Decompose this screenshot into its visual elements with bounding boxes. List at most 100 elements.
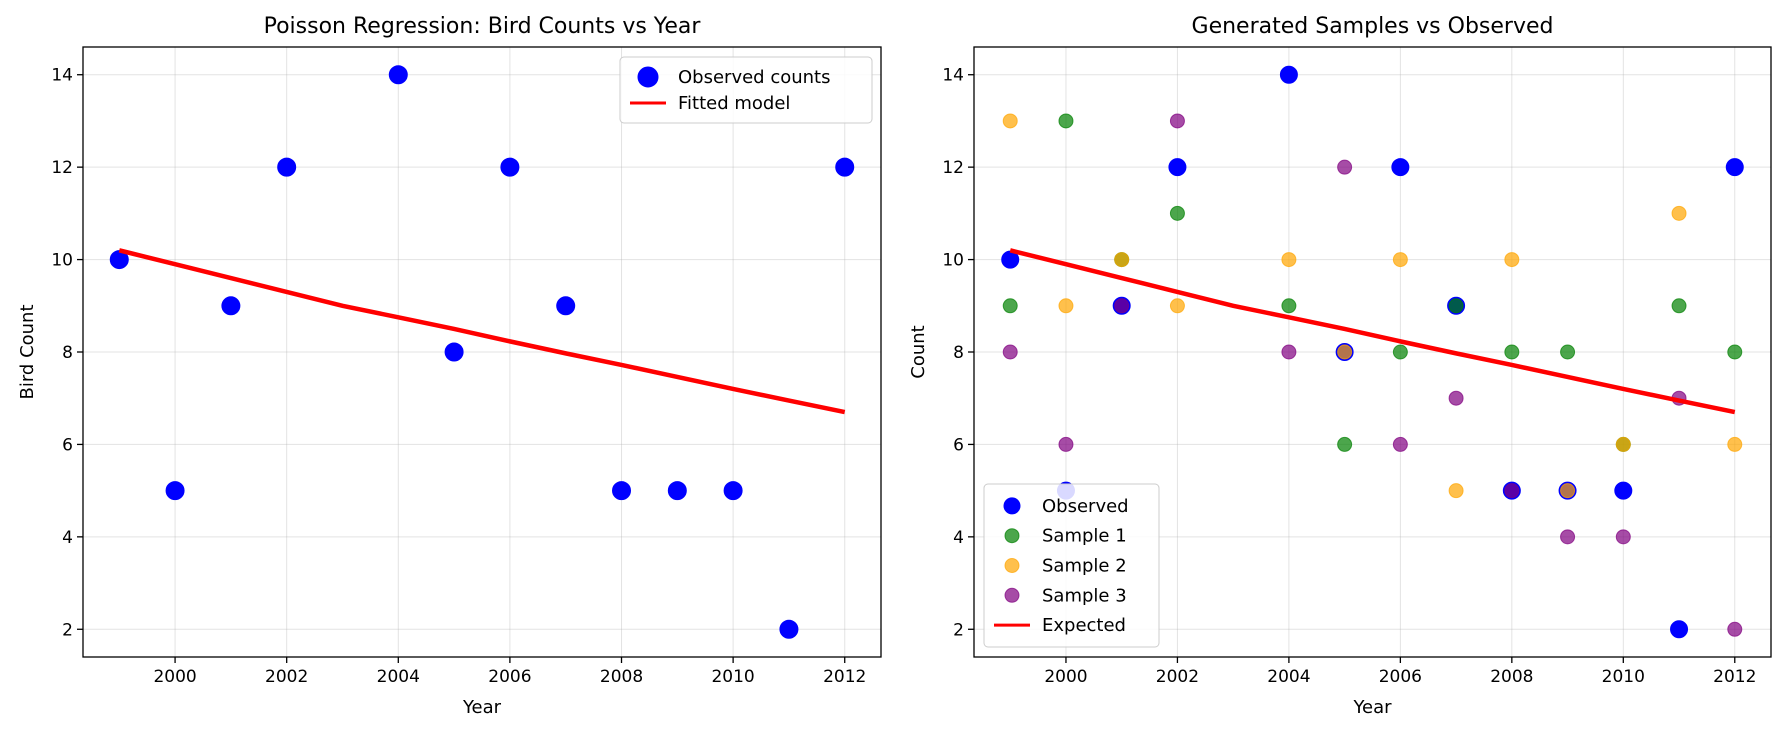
plot-area <box>109 65 855 639</box>
series-sample-3 <box>1002 113 1743 637</box>
series-line <box>118 248 846 415</box>
data-point <box>444 342 464 362</box>
x-tick-label: 2004 <box>1267 667 1310 687</box>
data-point <box>1504 483 1520 499</box>
data-point <box>556 296 576 316</box>
data-point <box>1114 252 1130 268</box>
x-tick-label: 2012 <box>1713 667 1756 687</box>
data-point <box>1168 158 1187 177</box>
legend-marker-swatch <box>1004 558 1020 573</box>
x-tick-label: 2008 <box>600 667 643 687</box>
series-sample-2 <box>1002 113 1743 499</box>
data-point <box>1169 298 1185 314</box>
data-point <box>1504 252 1520 268</box>
legend-item: Observed <box>1003 496 1129 517</box>
data-point <box>723 481 743 501</box>
series-expected <box>1009 248 1736 415</box>
x-tick-label: 2008 <box>1490 667 1533 687</box>
x-tick-label: 2006 <box>1379 667 1422 687</box>
data-point <box>1058 436 1074 452</box>
y-tick-label: 12 <box>942 158 964 178</box>
legend-marker-swatch <box>1003 497 1021 515</box>
x-tick-label: 2010 <box>711 667 754 687</box>
y-axis-label: Bird Count <box>17 304 38 399</box>
data-point <box>1615 436 1631 452</box>
legend-box <box>619 56 873 124</box>
legend-item: Sample 2 <box>1004 556 1127 577</box>
data-point <box>388 65 408 85</box>
data-point <box>1615 529 1631 545</box>
data-point <box>500 157 520 177</box>
legend-marker-swatch <box>1004 528 1020 544</box>
data-point <box>1279 65 1298 84</box>
data-point <box>612 481 632 501</box>
y-tick-label: 14 <box>51 66 73 86</box>
data-point <box>1002 344 1018 360</box>
legend-item: Fitted model <box>630 93 790 114</box>
data-point <box>1337 344 1353 360</box>
legend-box <box>983 483 1160 648</box>
x-tick-label: 2006 <box>488 667 531 687</box>
data-point <box>1670 620 1689 639</box>
data-point <box>667 481 687 501</box>
data-point <box>1391 158 1410 177</box>
legend: Observed Sample 1 Sample 2 Sample 3 Expected <box>983 483 1160 648</box>
legend-label: Fitted model <box>678 93 790 114</box>
legend-item: Sample 3 <box>1004 585 1127 606</box>
y-tick-label: 8 <box>62 343 73 363</box>
data-point <box>1671 205 1687 221</box>
y-tick-label: 6 <box>953 435 964 455</box>
data-point <box>1002 113 1018 129</box>
data-point <box>1560 483 1576 499</box>
legend-label: Observed counts <box>678 67 830 88</box>
x-tick-label: 2000 <box>153 667 196 687</box>
data-point <box>1058 113 1074 129</box>
y-tick-label: 6 <box>62 435 73 455</box>
x-tick-label: 2004 <box>377 667 420 687</box>
x-tick-label: 2012 <box>823 667 866 687</box>
series-fitted-model <box>118 248 846 415</box>
y-tick-label: 10 <box>942 251 964 271</box>
data-point <box>1392 436 1408 452</box>
x-axis: 2000 2002 2004 2006 2008 2010 2012 <box>1044 657 1756 687</box>
y-axis-label: Count <box>908 325 929 378</box>
y-tick-label: 14 <box>942 66 964 86</box>
data-point <box>1448 483 1464 499</box>
legend-label: Expected <box>1042 615 1126 636</box>
data-point <box>779 619 799 639</box>
x-tick-label: 2002 <box>1156 667 1199 687</box>
y-tick-label: 10 <box>51 251 73 271</box>
series-sample-1 <box>1002 113 1743 452</box>
data-point <box>1281 298 1297 314</box>
y-tick-label: 2 <box>62 620 73 640</box>
legend-item: Expected <box>994 615 1126 636</box>
chart-2: 2000 2002 2004 2006 2008 2010 2012 2 4 6 8 10 12 14 Ge… <box>908 14 1772 718</box>
plot-area <box>1001 65 1744 639</box>
data-point <box>1392 252 1408 268</box>
data-point <box>1727 621 1743 637</box>
data-point <box>1337 436 1353 452</box>
legend-item: Observed counts <box>637 66 830 88</box>
data-point <box>1114 298 1130 314</box>
data-point <box>1727 436 1743 452</box>
y-tick-label: 4 <box>62 528 73 548</box>
data-point <box>1169 113 1185 129</box>
y-tick-label: 4 <box>953 528 964 548</box>
chart-1: 2000 2002 2004 2006 2008 2010 2012 2 4 6 8 10 12 14 Po… <box>17 14 882 718</box>
grid <box>83 47 881 657</box>
data-point <box>165 481 185 501</box>
data-point <box>1281 252 1297 268</box>
x-axis-label: Year <box>462 697 502 718</box>
x-axis: 2000 2002 2004 2006 2008 2010 2012 <box>153 657 866 687</box>
y-axis: 2 4 6 8 10 12 14 <box>942 66 974 640</box>
data-point <box>1058 298 1074 314</box>
data-point <box>1727 344 1743 360</box>
data-point <box>1504 344 1520 360</box>
x-axis-label: Year <box>1352 697 1392 718</box>
series-line <box>1009 248 1736 415</box>
data-point <box>1725 158 1744 177</box>
data-point <box>1281 344 1297 360</box>
y-tick-label: 12 <box>51 158 73 178</box>
data-point <box>1448 298 1464 314</box>
legend-marker-swatch <box>637 66 659 88</box>
